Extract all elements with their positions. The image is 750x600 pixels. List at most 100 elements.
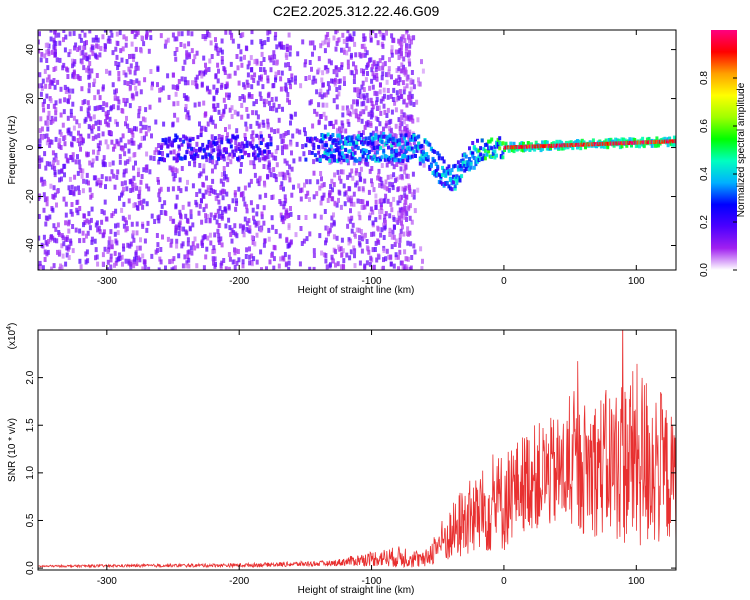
heatmap-cell bbox=[263, 40, 267, 46]
heatmap-cell bbox=[359, 229, 363, 234]
heatmap-cell bbox=[45, 251, 49, 257]
heatmap-cell bbox=[241, 191, 245, 197]
heatmap-cell bbox=[560, 140, 564, 145]
heatmap-cell bbox=[104, 176, 108, 182]
heatmap-cell bbox=[408, 266, 412, 270]
heatmap-cell bbox=[237, 80, 241, 86]
heatmap-cell bbox=[512, 149, 516, 154]
heatmap-cell bbox=[43, 68, 47, 74]
heatmap-cell bbox=[209, 141, 213, 146]
heatmap-cell bbox=[159, 87, 163, 93]
heatmap-cell bbox=[52, 223, 56, 229]
heatmap-cell bbox=[528, 148, 532, 152]
heatmap-cell bbox=[202, 163, 206, 169]
heatmap-cell bbox=[390, 33, 394, 39]
heatmap-cell bbox=[566, 145, 570, 150]
heatmap-cell bbox=[172, 156, 176, 161]
heatmap-cell bbox=[186, 237, 190, 243]
heatmap-cell bbox=[74, 227, 78, 233]
heatmap-cell bbox=[396, 141, 400, 146]
heatmap-cell bbox=[102, 210, 106, 216]
heatmap-cell bbox=[317, 119, 321, 125]
heatmap-cell bbox=[591, 138, 595, 143]
heatmap-cell bbox=[371, 63, 375, 69]
heatmap-cell bbox=[474, 159, 478, 164]
heatmap-cell bbox=[244, 121, 248, 127]
heatmap-cell bbox=[113, 231, 117, 237]
heatmap-cell bbox=[326, 152, 330, 157]
heatmap-cell bbox=[348, 149, 352, 154]
heatmap-cell bbox=[290, 73, 294, 79]
heatmap-cell bbox=[48, 79, 52, 85]
heatmap-cell bbox=[103, 162, 107, 168]
heatmap-cell bbox=[211, 249, 215, 254]
heatmap-cell bbox=[337, 67, 341, 73]
heatmap-cell bbox=[272, 102, 276, 108]
heatmap-cell bbox=[53, 84, 57, 90]
heatmap-cell bbox=[84, 251, 88, 257]
heatmap-cell bbox=[290, 192, 294, 198]
heatmap-cell bbox=[441, 173, 444, 177]
heatmap-cell bbox=[336, 159, 340, 163]
heatmap-cell bbox=[109, 229, 113, 235]
heatmap-cell bbox=[110, 139, 114, 145]
heatmap-cell bbox=[647, 137, 651, 142]
snr-series-line bbox=[38, 330, 676, 569]
heatmap-cell bbox=[54, 32, 58, 38]
heatmap-cell bbox=[95, 181, 99, 187]
heatmap-cell bbox=[388, 181, 392, 187]
spectrogram-cells bbox=[38, 30, 676, 270]
heatmap-cell bbox=[248, 260, 252, 266]
heatmap-cell bbox=[363, 178, 367, 184]
heatmap-cell bbox=[604, 138, 608, 143]
heatmap-cell bbox=[62, 163, 66, 169]
heatmap-cell bbox=[360, 43, 364, 49]
heatmap-cell bbox=[315, 138, 319, 142]
heatmap-cell bbox=[272, 50, 276, 56]
heatmap-cell bbox=[409, 155, 413, 160]
heatmap-cell bbox=[386, 107, 390, 113]
heatmap-cell bbox=[272, 173, 276, 179]
heatmap-cell bbox=[221, 181, 225, 187]
heatmap-cell bbox=[490, 146, 494, 151]
heatmap-cell bbox=[379, 157, 383, 162]
heatmap-cell bbox=[374, 126, 378, 132]
spectrogram-frame bbox=[37, 29, 677, 271]
heatmap-cell bbox=[42, 107, 46, 113]
heatmap-cell bbox=[407, 35, 410, 41]
heatmap-cell bbox=[130, 129, 134, 135]
heatmap-cell bbox=[325, 69, 329, 75]
heatmap-cell bbox=[426, 155, 430, 160]
heatmap-cell bbox=[163, 43, 167, 49]
heatmap-cell bbox=[109, 253, 113, 259]
heatmap-cell bbox=[135, 78, 139, 84]
heatmap-cell bbox=[377, 226, 381, 232]
heatmap-cell bbox=[234, 148, 238, 153]
heatmap-cell bbox=[174, 227, 178, 233]
spectrogram-x-axis-label: Height of straight line (km) bbox=[298, 285, 415, 296]
heatmap-cell bbox=[398, 48, 402, 53]
heatmap-cell bbox=[115, 31, 119, 37]
heatmap-cell bbox=[40, 51, 44, 57]
heatmap-cell bbox=[428, 167, 432, 171]
heatmap-cell bbox=[320, 77, 324, 83]
heatmap-cell bbox=[97, 119, 101, 125]
heatmap-cell bbox=[425, 140, 429, 145]
heatmap-cell bbox=[450, 187, 454, 192]
heatmap-cell bbox=[308, 197, 311, 202]
heatmap-cell bbox=[185, 263, 188, 269]
heatmap-cell bbox=[397, 266, 400, 270]
heatmap-cell bbox=[127, 198, 131, 204]
heatmap-cell bbox=[114, 223, 117, 229]
heatmap-cell bbox=[312, 253, 316, 258]
heatmap-cell bbox=[93, 106, 97, 112]
heatmap-cell bbox=[385, 72, 388, 78]
heatmap-cell bbox=[393, 224, 396, 230]
heatmap-cell bbox=[262, 164, 266, 169]
heatmap-cell bbox=[127, 139, 131, 145]
heatmap-cell bbox=[166, 186, 170, 192]
heatmap-cell bbox=[283, 200, 287, 206]
heatmap-cell bbox=[146, 220, 150, 226]
heatmap-cell bbox=[392, 172, 396, 178]
heatmap-cell bbox=[654, 139, 657, 144]
